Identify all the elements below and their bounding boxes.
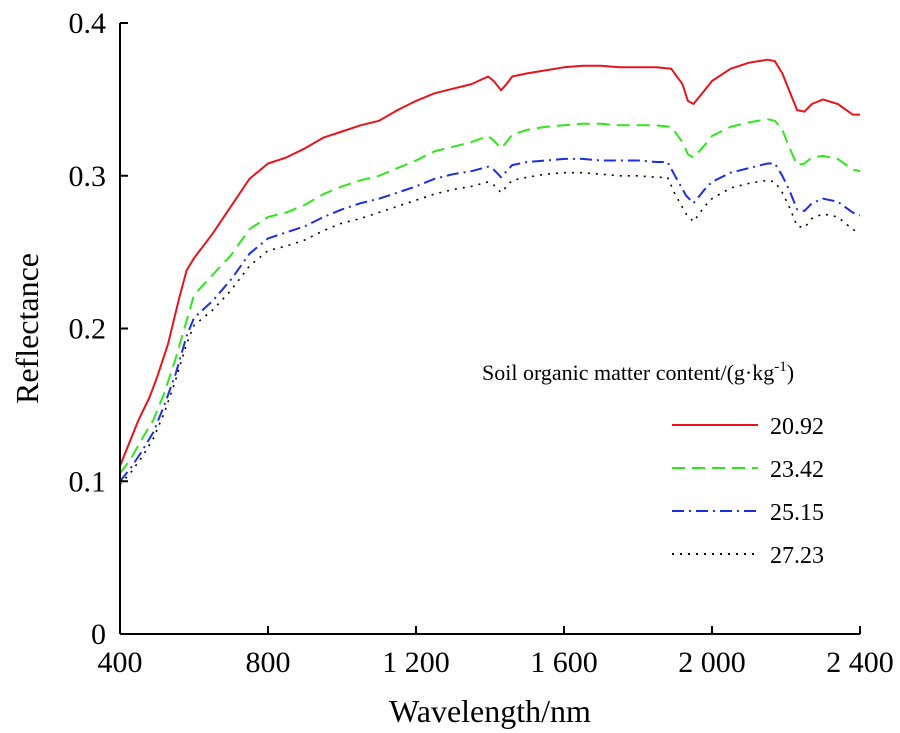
legend-title-main: Soil organic matter content/(g·kg	[482, 360, 774, 385]
y-tick-label: 0.2	[69, 313, 107, 346]
x-tick-label: 2 400	[826, 646, 894, 679]
legend-label: 25.15	[770, 500, 824, 526]
series-line-27.23	[119, 171, 861, 485]
legend: Soil organic matter content/(g·kg-1) 20.9…	[482, 359, 824, 569]
y-axis-title: Reflectance	[9, 253, 45, 404]
x-tick-label: 2 000	[678, 646, 746, 679]
legend-label: 20.92	[770, 414, 824, 440]
series-layer	[119, 58, 861, 485]
legend-label: 27.23	[770, 543, 824, 569]
x-tick-label: 1 600	[530, 646, 598, 679]
legend-title-sup: -1	[774, 359, 787, 375]
y-tick-label: 0.4	[69, 7, 107, 40]
y-tick-label: 0	[91, 618, 106, 651]
legend-label: 23.42	[770, 457, 824, 483]
x-axis-title: Wavelength/nm	[389, 693, 591, 729]
series-line-25.15	[119, 157, 861, 482]
x-tick-label: 1 200	[382, 646, 450, 679]
legend-title: Soil organic matter content/(g·kg-1)	[482, 359, 794, 385]
series-line-20.92	[119, 58, 860, 467]
series-line-23.42	[119, 118, 861, 475]
x-tick-label: 800	[246, 646, 291, 679]
axes-layer: 0 0.1 0.2 0.3 0.4 400 800 1 200 1 600 2 000 2 400 W…	[9, 7, 894, 729]
x-tick-label: 400	[98, 646, 143, 679]
y-tick-label: 0.1	[69, 465, 107, 498]
y-tick-label: 0.3	[69, 160, 107, 193]
legend-title-end: )	[787, 360, 794, 385]
